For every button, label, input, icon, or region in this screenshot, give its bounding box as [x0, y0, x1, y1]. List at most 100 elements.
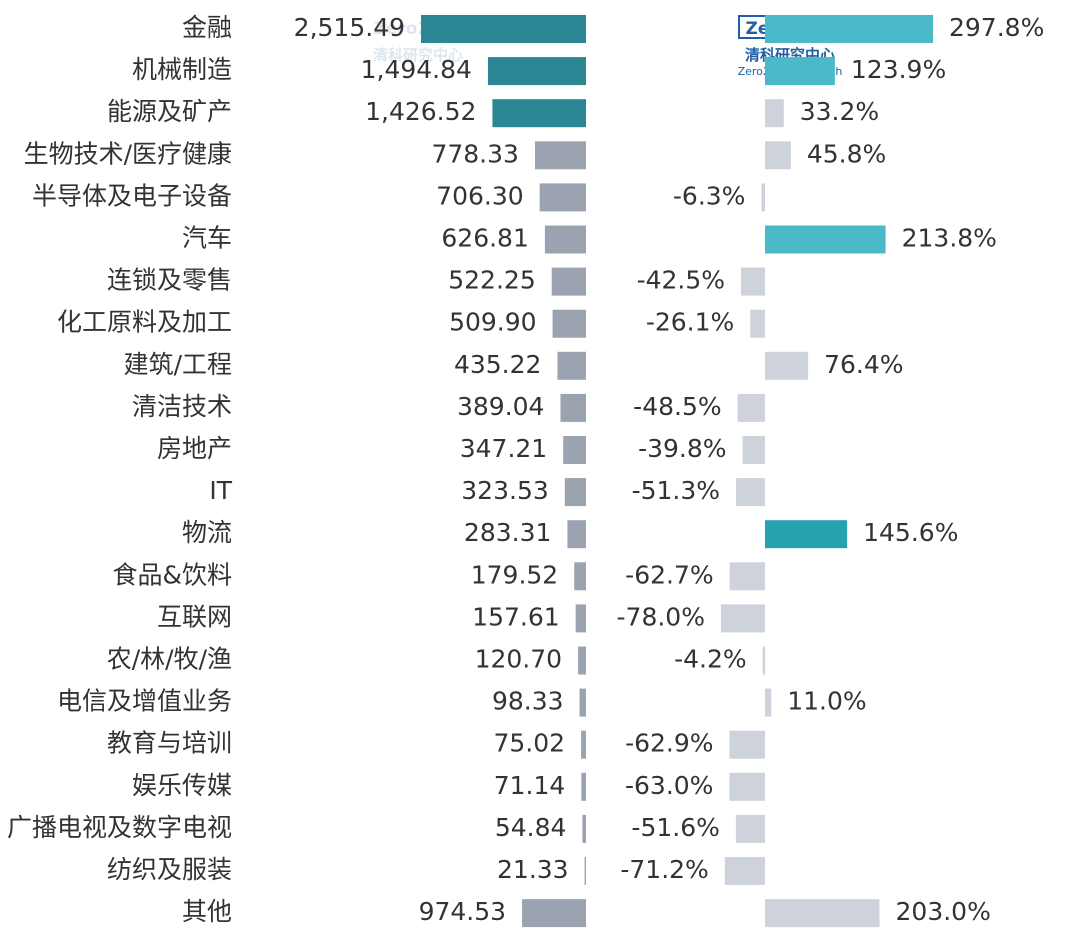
value-label: 179.52 [471, 560, 558, 589]
bar [765, 520, 848, 549]
category-label: 机械制造 [132, 55, 232, 84]
bar [578, 646, 586, 675]
bar [765, 99, 784, 128]
value-label: -51.3% [632, 476, 720, 505]
category-label: 金融 [182, 13, 232, 42]
value-label: 626.81 [441, 224, 528, 253]
value-label: 71.14 [494, 771, 566, 800]
bar [735, 814, 765, 843]
category-label: 纺织及服装 [107, 855, 232, 884]
bar [761, 183, 765, 212]
value-label: 11.0% [787, 687, 866, 716]
bar [544, 225, 586, 254]
bar [574, 562, 586, 591]
value-label: 213.8% [902, 224, 997, 253]
value-label: -71.2% [620, 855, 708, 884]
bar [765, 225, 886, 254]
bar [720, 604, 765, 633]
value-label: 522.25 [448, 266, 535, 295]
bar [557, 351, 586, 380]
value-label: 509.90 [449, 308, 536, 337]
value-label: 203.0% [896, 897, 991, 926]
value-label: 21.33 [497, 855, 569, 884]
bar [581, 730, 586, 759]
bar [724, 857, 765, 885]
value-label: -62.9% [625, 729, 713, 758]
value-label: -26.1% [646, 308, 734, 337]
value-label: 706.30 [436, 181, 523, 210]
bar [421, 15, 586, 43]
bar [765, 15, 933, 43]
category-label: 电信及增值业务 [57, 687, 232, 716]
bar [729, 772, 765, 801]
value-label: 123.9% [851, 55, 946, 84]
bar [765, 141, 791, 170]
bar [584, 857, 586, 885]
value-label: 1,426.52 [365, 97, 476, 126]
bar [575, 604, 586, 633]
bar [522, 899, 586, 928]
bar [563, 436, 586, 464]
value-label: 323.53 [461, 476, 548, 505]
logo-name: 清科研究中心 [373, 46, 463, 64]
bar [736, 478, 765, 507]
bar [487, 57, 586, 86]
category-label: 娱乐传媒 [132, 771, 232, 800]
category-label: 化工原料及加工 [57, 308, 232, 337]
value-label: 157.61 [472, 602, 559, 631]
value-label: 347.21 [460, 434, 547, 463]
value-label: 120.70 [475, 645, 562, 674]
value-label: -63.0% [625, 771, 713, 800]
bar [552, 309, 586, 338]
bar [737, 393, 765, 422]
category-label: 清洁技术 [132, 392, 232, 421]
bar [750, 309, 765, 338]
category-label: 建筑/工程 [124, 350, 232, 379]
category-label: 汽车 [182, 224, 232, 253]
value-label: 145.6% [863, 518, 958, 547]
value-label: 435.22 [454, 350, 541, 379]
bar [567, 520, 586, 549]
value-label: 1,494.84 [361, 55, 472, 84]
bar [765, 899, 880, 928]
value-label: 778.33 [431, 139, 518, 168]
category-label: 农/林/牧/渔 [107, 645, 232, 674]
bar [539, 183, 586, 212]
bar [741, 267, 765, 296]
bar [742, 436, 765, 464]
value-label: -42.5% [637, 266, 725, 295]
value-label: 389.04 [457, 392, 544, 421]
value-label: -62.7% [625, 560, 713, 589]
category-label: 教育与培训 [107, 729, 232, 758]
category-label: 房地产 [157, 434, 232, 463]
bar [560, 393, 586, 422]
category-label: 连锁及零售 [107, 266, 232, 295]
category-label: 互联网 [157, 602, 232, 631]
value-label: 75.02 [494, 729, 566, 758]
bar [534, 141, 586, 170]
value-label: -78.0% [617, 602, 705, 631]
bar [581, 772, 586, 801]
value-label: 297.8% [949, 13, 1044, 42]
value-label: 98.33 [492, 687, 564, 716]
value-label: -6.3% [673, 181, 746, 210]
category-label: 其他 [182, 897, 232, 926]
bar [762, 646, 765, 675]
bar [765, 351, 809, 380]
category-label: 广播电视及数字电视 [7, 813, 232, 842]
category-label: IT [209, 476, 232, 505]
value-label: -39.8% [638, 434, 726, 463]
bar [729, 730, 765, 759]
value-label: 45.8% [807, 139, 886, 168]
category-label: 物流 [182, 518, 232, 547]
value-label: -4.2% [674, 645, 747, 674]
category-label: 能源及矿产 [107, 97, 232, 126]
value-label: 2,515.49 [294, 13, 405, 42]
bar [729, 562, 765, 591]
bar [582, 814, 586, 843]
value-label: 974.53 [419, 897, 506, 926]
value-label: 283.31 [464, 518, 551, 547]
bar [492, 99, 586, 128]
bar [564, 478, 586, 507]
